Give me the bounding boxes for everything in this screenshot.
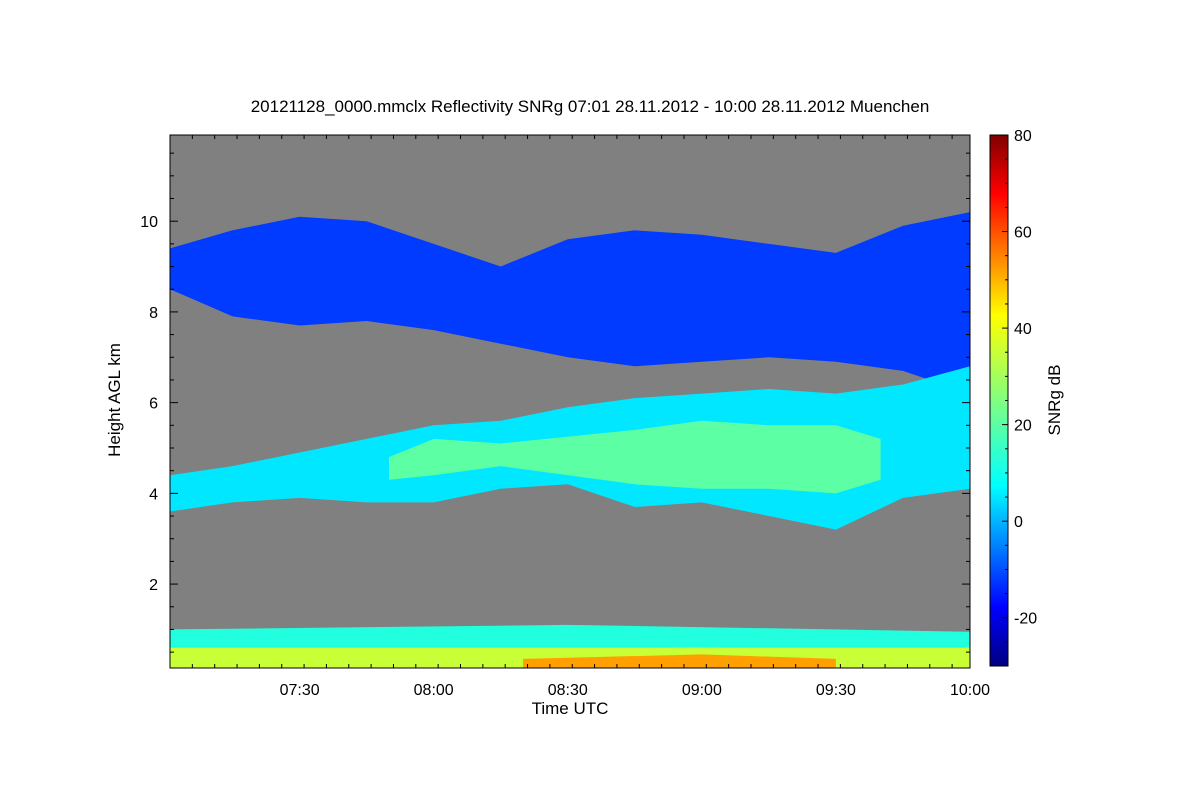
- plot-frame: [169, 134, 971, 669]
- y-axis-title: Height AGL km: [105, 343, 124, 457]
- colorbar-axis: -20 0 20 40 60 80: [1002, 128, 1037, 643]
- colorbar-title: SNRg dB: [1045, 365, 1064, 436]
- echo-layers: [170, 212, 970, 668]
- x-tick-label: 09:30: [816, 682, 856, 699]
- colorbar-tick-label: 40: [1014, 321, 1032, 338]
- colorbar-tick-label: 0: [1014, 514, 1023, 531]
- colorbar-tick-label: 60: [1014, 225, 1032, 242]
- echo-layer-5: [523, 654, 836, 668]
- chart-title: 20121128_0000.mmclx Reflectivity SNRg 07…: [250, 97, 930, 116]
- x-tick-label: 10:00: [950, 682, 990, 699]
- echo-layer-2: [389, 420, 881, 494]
- x-tick-label: 08:00: [414, 682, 454, 699]
- colorbar-tick-label: 20: [1014, 418, 1032, 435]
- y-axis: 2 4 6 8 10: [140, 152, 970, 653]
- y-tick-label: 4: [149, 486, 158, 503]
- y-tick-label: 2: [149, 577, 158, 594]
- colorbar-tick-label: 80: [1014, 128, 1032, 145]
- x-tick-label: 09:00: [682, 682, 722, 699]
- y-tick-label: 8: [149, 305, 158, 322]
- x-axis: 07:30 08:00 08:30 09:00 09:30 10:00: [169, 135, 990, 699]
- x-tick-label: 07:30: [280, 682, 320, 699]
- colorbar-tick-label: -20: [1014, 611, 1037, 628]
- y-tick-label: 10: [140, 214, 158, 231]
- x-tick-label: 08:30: [548, 682, 588, 699]
- x-axis-title: Time UTC: [532, 699, 609, 718]
- echo-layer-0: [170, 212, 970, 394]
- y-tick-label: 6: [149, 396, 158, 413]
